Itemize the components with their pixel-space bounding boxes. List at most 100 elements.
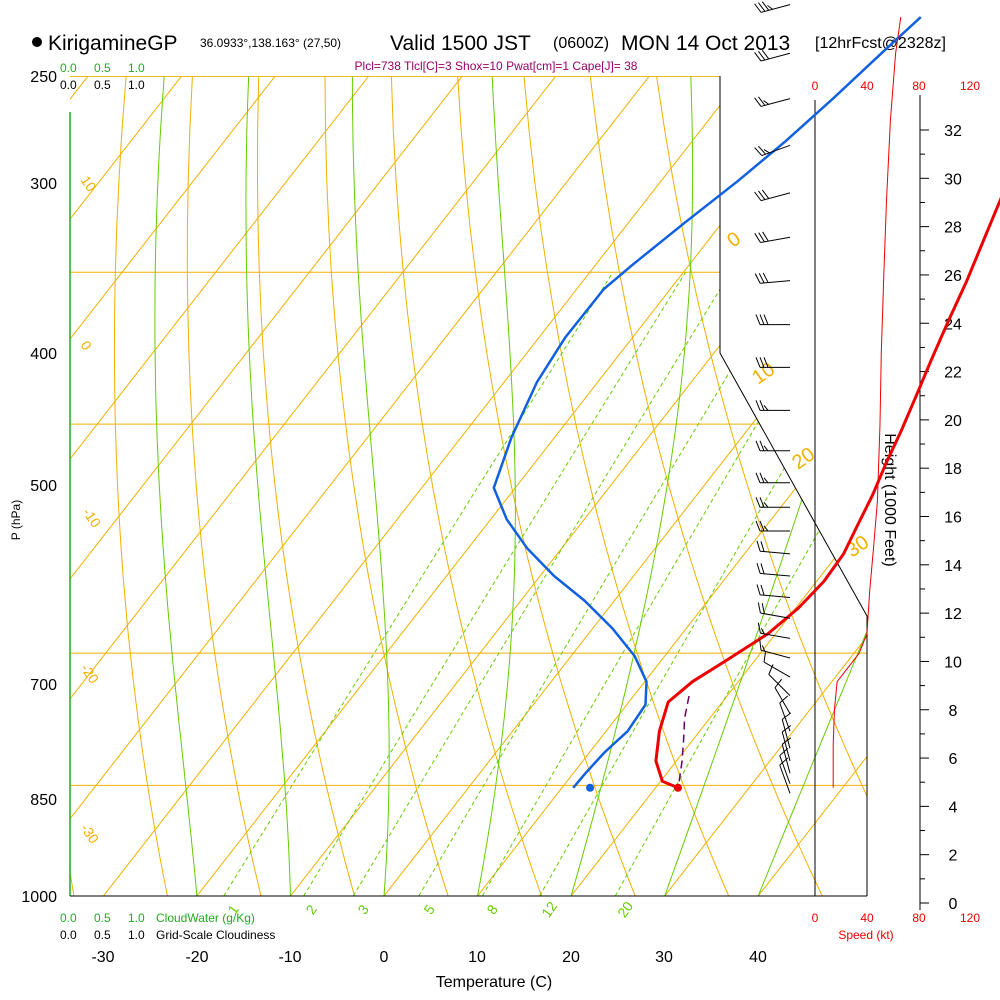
speed-top-0: 0: [812, 79, 819, 93]
barb-feather: [757, 602, 761, 614]
height-tick-label: 8: [949, 703, 958, 720]
barb-feather: [768, 664, 774, 675]
cloudiness-top-05: 0.5: [94, 78, 111, 92]
cloudwater-bot-05: 0.5: [94, 911, 111, 925]
wind-barb: [759, 639, 791, 659]
barb-feather: [759, 400, 765, 411]
barb-feather: [755, 440, 761, 451]
mixing-ratio-label: 2: [302, 901, 320, 917]
dry-adiabat-line: [957, 0, 1000, 896]
height-tick-label: 26: [944, 268, 962, 285]
barb-feather: [754, 97, 762, 107]
mixing-ratio-line: [539, 271, 867, 896]
isotherm-label-left: 0: [78, 338, 96, 354]
barb-staff: [760, 550, 791, 555]
barb-staff: [760, 632, 791, 639]
station-name: KirigamineGP: [48, 32, 178, 55]
moist-adiabat-line: [351, 76, 390, 896]
barb-feather: [760, 584, 765, 596]
moist-adiabat-line: [570, 76, 694, 896]
wind-barb: [754, 144, 791, 157]
p-tick-850: 850: [30, 792, 57, 809]
barb-feather: [763, 100, 770, 105]
barb-feather: [767, 5, 773, 10]
barb-feather: [754, 147, 763, 156]
barb-feather: [763, 405, 769, 411]
barb-feather: [779, 695, 789, 704]
wind-barb: [754, 272, 791, 284]
speed-top-80: 80: [912, 79, 926, 93]
mixing-ratio-line: [418, 271, 791, 896]
mixing-ratio-label: 8: [483, 901, 501, 917]
p-tick-400: 400: [30, 346, 57, 363]
wind-barb: [779, 757, 791, 794]
speed-bot-40: 40: [860, 911, 874, 925]
t-tick: 30: [655, 949, 673, 966]
barb-feather: [781, 712, 792, 720]
isotherm-line: [70, 76, 279, 896]
dry-adiabat-line: [324, 76, 449, 896]
barb-feather: [754, 3, 762, 13]
cloudwater-bot-0: 0.0: [60, 911, 77, 925]
barb-feather: [754, 273, 761, 284]
barb-staff: [760, 594, 791, 598]
barb-feather: [756, 562, 761, 574]
p-tick-300: 300: [30, 176, 57, 193]
barb-feather: [761, 1, 770, 11]
barb-feather: [758, 190, 766, 200]
isotherm-line: [70, 76, 747, 896]
barb-feather: [781, 725, 792, 733]
cloudiness-top-0: 0.0: [60, 78, 77, 92]
isotherm-line: [102, 76, 840, 896]
station-marker-icon: [32, 37, 42, 47]
barb-feather: [754, 191, 762, 201]
wind-barb: [757, 622, 791, 639]
barb-feather: [755, 357, 761, 368]
p-axis-label: P (hPa): [9, 500, 23, 540]
wind-barb: [755, 497, 790, 508]
barb-feather: [759, 440, 765, 451]
dry-adiabat-line: [453, 76, 636, 896]
surface-dew-marker: [586, 783, 595, 792]
barb-feather: [763, 525, 769, 532]
t-tick: 0: [380, 949, 389, 966]
barb-feather: [756, 540, 761, 552]
wind-barb: [779, 748, 791, 784]
cloudiness-label: Grid-Scale Cloudiness: [156, 928, 275, 942]
t-tick: -10: [278, 949, 301, 966]
barb-feather: [755, 497, 761, 508]
height-tick-label: 6: [949, 751, 958, 768]
speed-scale: 0 40 80 120 0 40 80 120 Speed (kt): [812, 79, 981, 942]
mixing-ratio-label: 3: [354, 901, 372, 917]
isotherm-line: [290, 76, 867, 896]
dry-adiabat-line: [186, 76, 262, 896]
barb-feather: [759, 472, 765, 483]
barb-feather: [758, 145, 766, 155]
isotherm-label-left: -30: [78, 821, 103, 847]
barb-feather: [763, 357, 769, 368]
height-tick-label: 22: [944, 365, 962, 382]
isotherm-line: [477, 76, 867, 896]
wind-barb: [755, 314, 790, 326]
mixing-ratio-line: [303, 271, 687, 896]
barb-feather: [779, 748, 789, 756]
barb-feather: [761, 645, 766, 652]
isotherm-line: [70, 76, 186, 896]
speed-bot-120: 120: [960, 911, 980, 925]
barb-feather: [762, 231, 769, 242]
barb-feather: [781, 737, 792, 745]
dry-adiabat-line: [256, 76, 355, 896]
dry-adiabat-line: [0, 0, 13, 896]
barb-staff: [760, 280, 791, 284]
isotherm-line: [383, 76, 867, 896]
dewpoint-line: [492, 16, 922, 789]
barb-feather: [761, 50, 770, 60]
cloudwater-top-0: 0.0: [60, 61, 77, 75]
height-tick-label: 18: [944, 461, 962, 478]
barb-feather: [755, 472, 761, 483]
frame-right-edge: [719, 76, 868, 896]
isotherm-line: [70, 76, 560, 896]
t-tick: 20: [562, 949, 580, 966]
